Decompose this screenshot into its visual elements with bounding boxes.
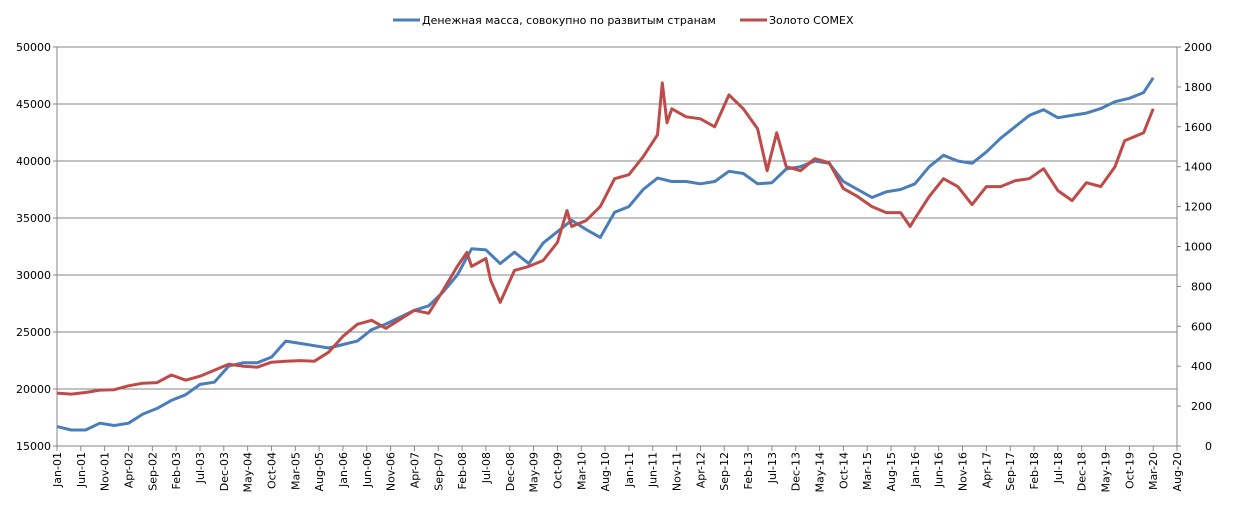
x-tick-label: Mar-20 (1147, 452, 1160, 490)
y-left-tick-label: 30000 (16, 269, 51, 282)
x-tick-label: Apr-17 (980, 452, 993, 488)
y-axis-right: 0 200 400 600 800 1000 1200 1400 1600 1800 2000 (1176, 41, 1212, 453)
x-tick-label: Nov-06 (385, 452, 398, 491)
money-supply-line (56, 76, 1155, 432)
y-left-tick-label: 50000 (16, 41, 51, 54)
x-tick-label: Jan-11 (623, 452, 636, 488)
y-right-tick-label: 2000 (1184, 41, 1212, 54)
x-tick-label: Jan-01 (51, 452, 64, 488)
y-left-tick-label: 25000 (16, 326, 51, 339)
y-left-tick-label: 15000 (16, 440, 51, 453)
x-tick-label: Nov-11 (671, 452, 684, 491)
y-right-tick-label: 200 (1191, 400, 1212, 413)
x-tick-label: Jun-01 (75, 452, 88, 488)
y-right-tick-label: 400 (1191, 360, 1212, 373)
x-tick-label: May-19 (1100, 452, 1113, 493)
x-tick-label: Jun-16 (933, 452, 946, 488)
x-tick-label: Jul-18 (1052, 452, 1065, 484)
x-tick-label: Dec-18 (1076, 452, 1089, 491)
y-left-tick-label: 40000 (16, 155, 51, 168)
y-left-tick-label: 20000 (16, 383, 51, 396)
y-right-tick-label: 1600 (1184, 121, 1212, 134)
x-tick-label: May-09 (528, 452, 541, 493)
x-tick-label: Jun-11 (647, 452, 660, 488)
x-tick-label: Jul-03 (194, 452, 207, 484)
legend-label-money: Денежная масса, совокупно по развитым ст… (422, 14, 716, 27)
x-tick-label: Aug-05 (313, 452, 326, 491)
x-tick-label: Feb-03 (170, 452, 183, 489)
y-right-tick-label: 800 (1191, 280, 1212, 293)
legend: Денежная масса, совокупно по развитым ст… (393, 14, 854, 27)
x-tick-label: Oct-09 (551, 452, 564, 489)
y-right-tick-label: 1800 (1184, 81, 1212, 94)
x-tick-label: Mar-05 (289, 452, 302, 490)
x-tick-label: Dec-03 (218, 452, 231, 491)
x-tick-label: Oct-04 (265, 452, 278, 489)
y-left-tick-label: 45000 (16, 98, 51, 111)
x-tick-label: Apr-07 (408, 452, 421, 488)
x-tick-label: Jan-16 (909, 452, 922, 488)
x-tick-label: Dec-08 (504, 452, 517, 491)
x-axis: Jan-01 Jun-01 Nov-01 Apr-02 Sep-02 Feb-03 Jul-… (51, 446, 1184, 493)
y-axis-left: 15000 20000 25000 30000 35000 40000 45000 50000 (16, 41, 58, 453)
x-tick-label: Aug-15 (885, 452, 898, 491)
x-tick-label: Feb-13 (742, 452, 755, 489)
x-tick-label: Jul-13 (766, 452, 779, 484)
x-tick-label: Apr-12 (694, 452, 707, 488)
x-tick-label: Oct-19 (1123, 452, 1136, 489)
x-tick-label: Oct-14 (837, 452, 850, 489)
x-tick-label: Nov-16 (957, 452, 970, 491)
x-tick-label: Feb-08 (456, 452, 469, 489)
y-left-tick-label: 35000 (16, 212, 51, 225)
x-tick-label: Apr-02 (122, 452, 135, 488)
x-tick-label: Jul-08 (480, 452, 493, 484)
x-tick-label: Sep-07 (432, 452, 445, 491)
x-tick-label: Mar-10 (575, 452, 588, 490)
x-tick-label: Jun-06 (361, 452, 374, 488)
x-tick-label: May-14 (814, 452, 827, 493)
x-tick-label: Sep-12 (718, 452, 731, 491)
series-lines (56, 76, 1155, 432)
x-tick-label: Mar-15 (861, 452, 874, 490)
x-tick-label: Sep-02 (146, 452, 159, 491)
x-tick-label: Jan-06 (337, 452, 350, 488)
x-tick-label: May-04 (242, 452, 255, 493)
x-tick-label: Aug-10 (599, 452, 612, 491)
y-right-tick-label: 1400 (1184, 161, 1212, 174)
x-tick-label: Feb-18 (1028, 452, 1041, 489)
x-tick-label: Aug-20 (1171, 452, 1184, 491)
y-right-tick-label: 1200 (1184, 201, 1212, 214)
gridlines (57, 46, 1177, 447)
y-right-tick-label: 0 (1205, 440, 1212, 453)
gold-comex-line (56, 81, 1155, 396)
x-tick-label: Dec-13 (790, 452, 803, 491)
y-right-tick-label: 1000 (1184, 241, 1212, 254)
x-tick-label: Sep-17 (1004, 452, 1017, 491)
y-right-tick-label: 600 (1191, 320, 1212, 333)
legend-label-gold: Золото COMEX (769, 14, 854, 27)
x-tick-label: Nov-01 (99, 452, 112, 491)
